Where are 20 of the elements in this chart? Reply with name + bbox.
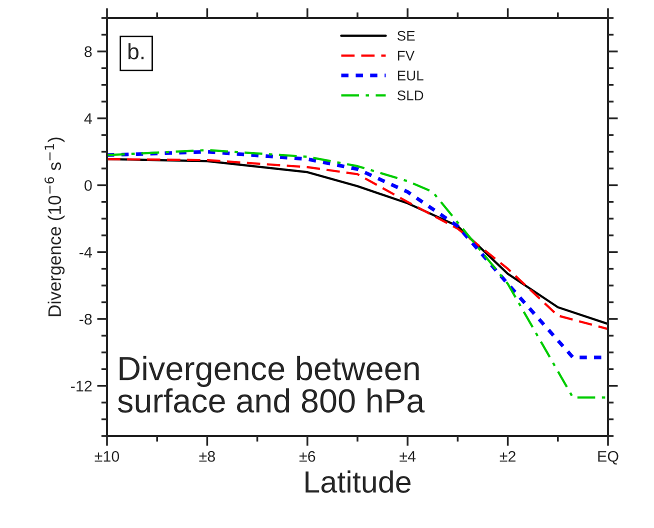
y-tick-label: 4 [84, 113, 92, 124]
x-tick-label: ±6 [299, 450, 316, 462]
x-tick-label: EQ [598, 450, 618, 465]
y-axis-title: Divergence (10$^{−6}$ s$^{−1}$) [44, 138, 65, 316]
x-tick-label: ±4 [400, 451, 416, 462]
y-tick-label: 8 [84, 46, 92, 58]
annotation: b. [128, 43, 144, 60]
y-tick-label: -8 [80, 314, 92, 325]
y-tick-label: 0 [84, 180, 92, 191]
legend-label: EUL [398, 70, 424, 80]
y-tick-label: -12 [71, 380, 92, 392]
x-axis-title: Latitude [306, 470, 411, 493]
x-tick-label: ±2 [500, 450, 516, 462]
legend-label: SLD [397, 90, 424, 100]
x-tick-label: ±8 [199, 450, 215, 462]
legend-label: FV [398, 50, 415, 60]
x-tick-label: ±10 [94, 450, 120, 462]
legend-label: SE [397, 30, 415, 41]
annotation: Divergence between surface and 800 hPa [118, 356, 425, 413]
y-tick-label: -4 [80, 247, 92, 258]
